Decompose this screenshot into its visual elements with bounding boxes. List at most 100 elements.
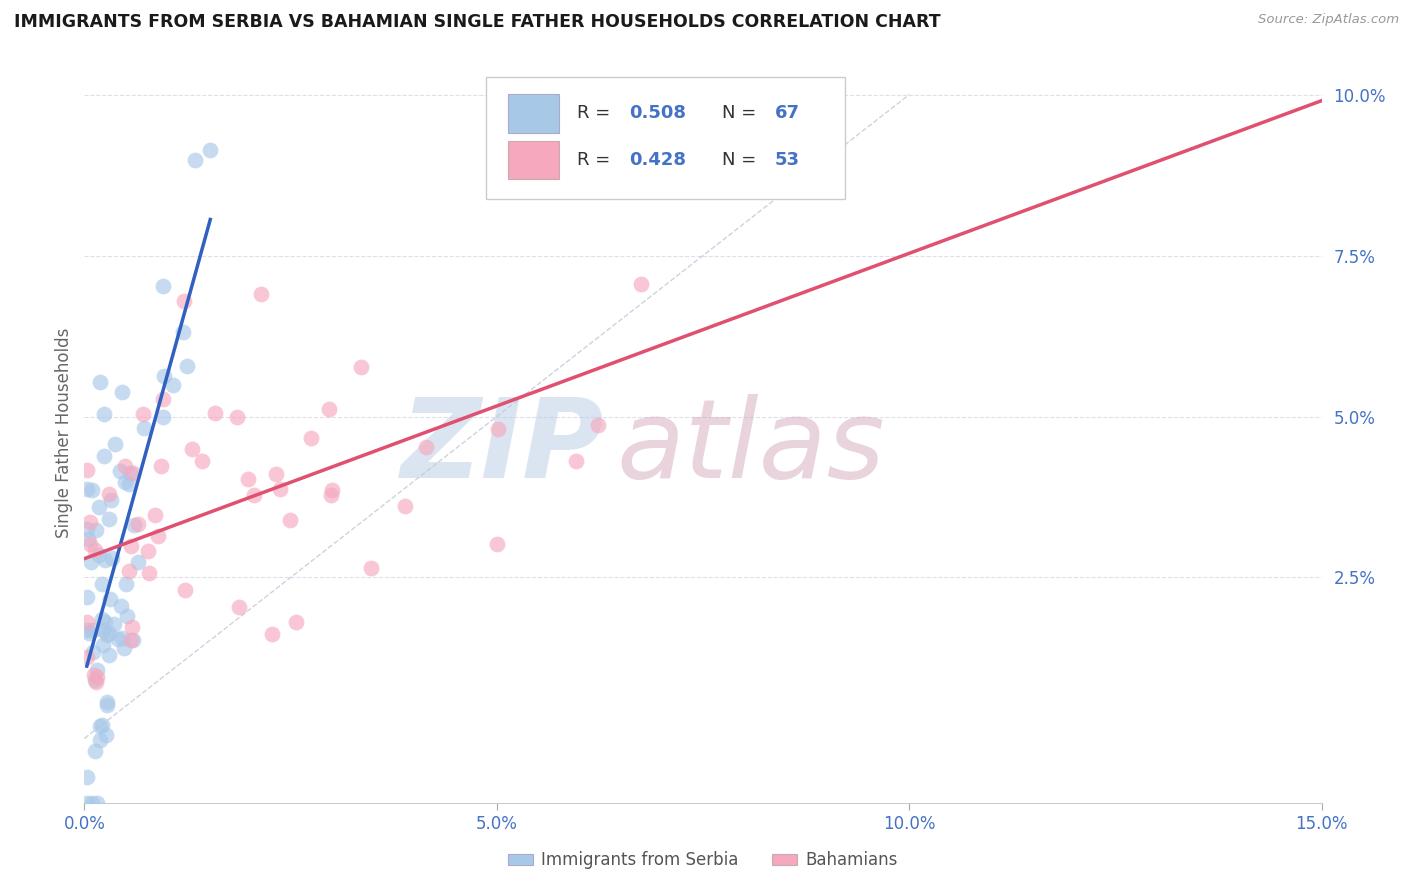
Point — [76, 590, 98, 604]
Point — [630, 277, 652, 292]
Point — [79, 515, 101, 529]
Point — [93, 615, 115, 629]
Point — [83, 743, 105, 757]
Legend: Immigrants from Serbia, Bahamians: Immigrants from Serbia, Bahamians — [502, 845, 904, 876]
Point — [93, 624, 115, 638]
Point — [228, 600, 250, 615]
Point — [184, 153, 207, 167]
Point — [321, 483, 343, 497]
Point — [114, 459, 136, 474]
Point — [146, 529, 169, 543]
Point — [89, 376, 111, 390]
Point — [97, 512, 120, 526]
Point — [97, 487, 120, 501]
Point — [94, 552, 117, 566]
Point — [76, 623, 98, 637]
Point — [91, 717, 114, 731]
Text: 67: 67 — [775, 103, 800, 122]
Point — [249, 287, 271, 301]
Point — [96, 698, 118, 713]
Point — [115, 577, 138, 591]
Point — [79, 537, 101, 551]
Point — [93, 408, 115, 422]
Point — [172, 325, 194, 339]
Point — [120, 539, 142, 553]
Point — [76, 770, 98, 784]
Point — [96, 695, 118, 709]
Point — [238, 472, 260, 486]
Point — [89, 500, 111, 515]
Point — [666, 170, 689, 185]
Point — [96, 628, 118, 642]
Point — [103, 617, 125, 632]
Text: N =: N = — [721, 151, 762, 169]
Point — [84, 673, 107, 688]
Point — [174, 583, 197, 598]
Point — [269, 482, 291, 496]
Point — [173, 293, 195, 308]
Y-axis label: Single Father Households: Single Father Households — [55, 327, 73, 538]
Point — [121, 633, 143, 648]
Point — [319, 488, 342, 502]
Point — [82, 796, 104, 810]
Point — [91, 638, 114, 652]
Point — [152, 392, 174, 406]
Point — [93, 449, 115, 463]
Point — [108, 464, 131, 478]
Point — [101, 551, 124, 566]
Point — [98, 592, 121, 607]
Point — [84, 675, 107, 690]
Point — [124, 517, 146, 532]
Point — [586, 418, 609, 433]
Point — [360, 561, 382, 575]
Point — [350, 360, 373, 375]
Point — [143, 508, 166, 522]
Point — [318, 401, 340, 416]
Point — [152, 279, 174, 293]
Point — [112, 640, 135, 655]
Point — [152, 410, 174, 425]
Text: atlas: atlas — [616, 394, 884, 501]
Point — [115, 609, 138, 624]
Point — [136, 543, 159, 558]
Point — [284, 615, 307, 629]
Point — [191, 454, 214, 468]
Point — [122, 466, 145, 480]
Point — [82, 645, 104, 659]
Point — [127, 517, 149, 532]
Point — [200, 144, 222, 158]
Point — [415, 441, 437, 455]
Point — [134, 420, 156, 434]
Point — [76, 522, 98, 536]
Point — [84, 523, 107, 537]
Point — [89, 719, 111, 733]
Point — [204, 406, 226, 420]
Text: N =: N = — [721, 103, 762, 122]
Point — [76, 796, 98, 810]
Point — [111, 384, 134, 399]
Text: 0.428: 0.428 — [628, 151, 686, 169]
Point — [176, 359, 198, 373]
Text: 0.508: 0.508 — [628, 103, 686, 122]
Point — [87, 548, 110, 562]
Point — [107, 632, 129, 647]
Text: ZIP: ZIP — [401, 394, 605, 501]
Point — [80, 555, 103, 569]
Point — [76, 650, 98, 665]
Point — [86, 796, 108, 810]
Point — [100, 492, 122, 507]
Point — [76, 533, 98, 547]
Bar — [508, 141, 560, 179]
Point — [76, 615, 98, 629]
Point — [110, 599, 132, 614]
Text: Source: ZipAtlas.com: Source: ZipAtlas.com — [1258, 13, 1399, 27]
Point — [86, 664, 108, 678]
Point — [226, 409, 249, 424]
Point — [150, 459, 173, 474]
FancyBboxPatch shape — [486, 78, 845, 200]
Point — [76, 482, 98, 496]
Point — [80, 483, 103, 497]
Point — [104, 437, 127, 451]
Point — [299, 432, 322, 446]
Point — [114, 475, 136, 489]
